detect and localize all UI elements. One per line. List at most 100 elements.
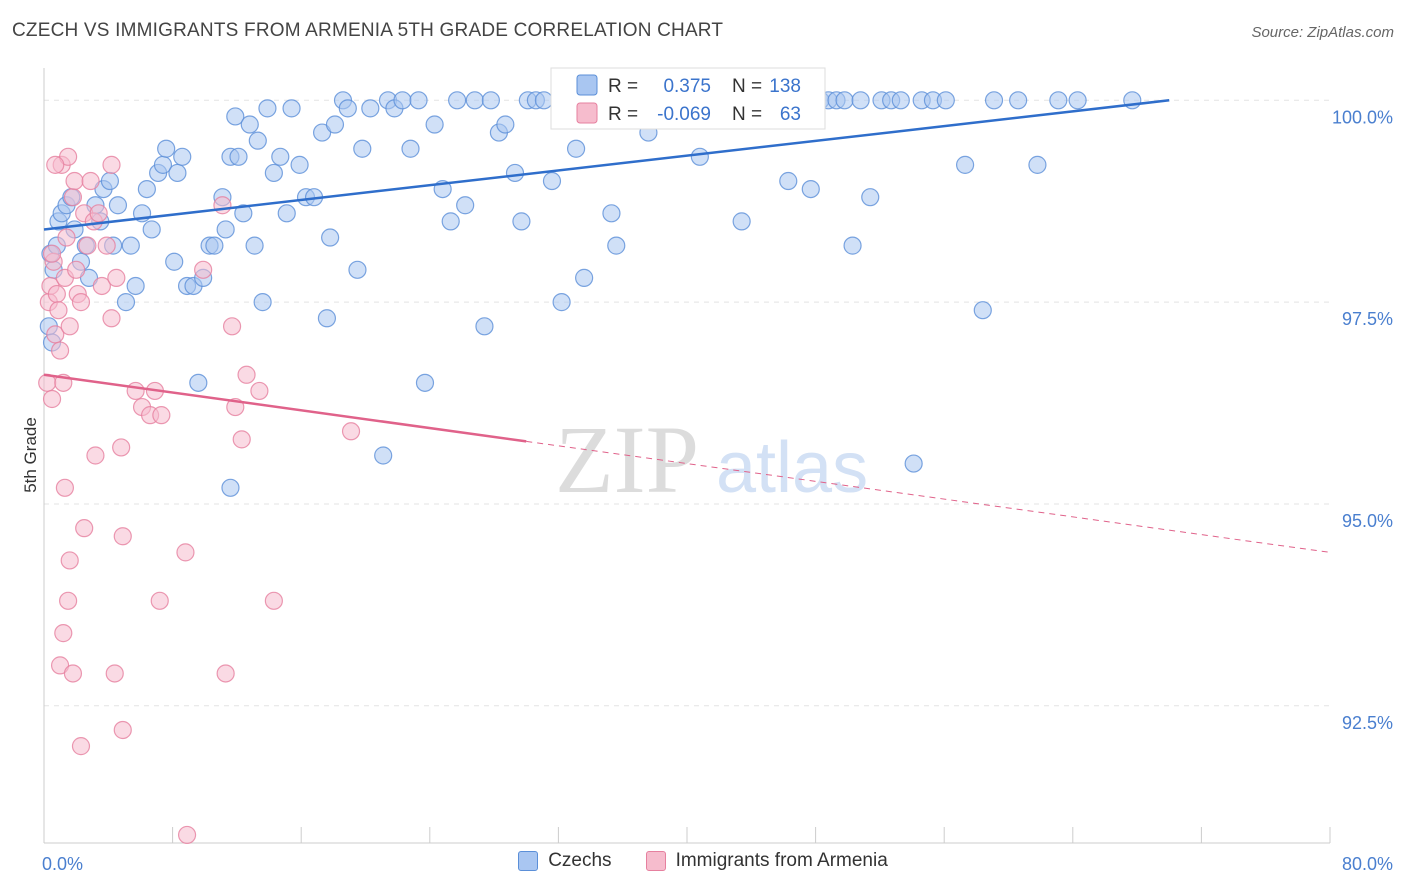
trend-line-armenia-dashed (526, 440, 1331, 553)
point-czech-76 (475, 317, 494, 336)
point-armenia-54 (237, 365, 256, 384)
point-armenia-56 (250, 381, 269, 401)
point-czech-135 (1028, 155, 1047, 174)
point-armenia-26 (97, 236, 116, 255)
legend-label-czechs: Czechs (548, 850, 612, 871)
watermark-zip: ZIP (555, 406, 699, 513)
point-armenia-61 (46, 155, 65, 174)
point-czech-46 (258, 99, 277, 118)
point-czech-50 (282, 99, 301, 118)
point-czech-84 (534, 91, 554, 110)
point-czech-122 (851, 91, 870, 110)
axes (43, 68, 1331, 844)
stats-czech-n-value: 138 (769, 76, 801, 97)
point-czech-26 (157, 139, 176, 158)
point-czech-62 (361, 99, 380, 118)
point-armenia-8 (50, 341, 70, 360)
point-czech-86 (552, 293, 571, 312)
point-czech-132 (973, 301, 992, 320)
data-points (38, 91, 1142, 845)
point-armenia-51 (264, 591, 283, 610)
point-czech-61 (353, 139, 372, 158)
point-armenia-49 (176, 543, 195, 562)
point-czech-133 (984, 91, 1004, 110)
point-armenia-37 (86, 446, 105, 465)
point-armenia-55 (232, 430, 251, 449)
point-czech-69 (415, 373, 435, 392)
point-czech-41 (234, 204, 253, 223)
trend-lines (43, 99, 1331, 553)
point-czech-23 (142, 220, 161, 239)
y-tick-labels: 100.0% 97.5% 95.0% 92.5% (1332, 107, 1393, 732)
point-armenia-46 (113, 720, 132, 740)
point-armenia-50 (216, 664, 235, 683)
point-czech-113 (779, 171, 798, 191)
point-czech-28 (168, 163, 187, 183)
point-czech-121 (843, 236, 862, 255)
point-czech-126 (891, 91, 910, 110)
point-armenia-3 (42, 389, 62, 409)
legend: Czechs Immigrants from Armenia (0, 850, 1406, 872)
point-czech-27 (165, 252, 184, 271)
point-armenia-25 (92, 276, 111, 296)
point-czech-88 (566, 139, 586, 158)
point-armenia-12 (57, 228, 76, 247)
legend-item-czechs: Czechs (518, 850, 612, 872)
point-armenia-7 (49, 301, 68, 320)
point-czech-137 (1068, 91, 1087, 110)
y-tick-label-1: 97.5% (1342, 309, 1393, 329)
point-czech-55 (317, 309, 337, 328)
point-czech-22 (137, 179, 156, 199)
point-czech-60 (348, 260, 367, 279)
point-czech-74 (456, 196, 475, 215)
point-czech-19 (121, 236, 140, 255)
point-armenia-6 (47, 284, 66, 304)
point-armenia-17 (67, 260, 86, 279)
stats-armenia-r-value: -0.069 (657, 104, 711, 125)
point-czech-131 (955, 155, 975, 174)
point-armenia-39 (113, 527, 132, 546)
point-czech-18 (116, 293, 136, 312)
point-armenia-15 (63, 188, 83, 207)
point-armenia-43 (63, 664, 83, 683)
point-czech-127 (904, 454, 923, 473)
point-czech-17 (108, 196, 128, 215)
point-armenia-42 (50, 656, 70, 675)
trend-line-armenia-solid (43, 373, 527, 443)
point-czech-93 (607, 236, 626, 255)
point-czech-85 (542, 171, 562, 191)
legend-swatch-armenia (645, 851, 666, 871)
point-armenia-13 (59, 147, 78, 166)
point-czech-45 (253, 293, 272, 312)
stats-czech-n-label: N = (732, 76, 762, 97)
point-armenia-38 (112, 438, 131, 457)
point-czech-89 (575, 268, 594, 287)
point-armenia-34 (55, 478, 74, 497)
watermark-atlas: atlas (716, 428, 868, 508)
point-czech-15 (100, 171, 120, 191)
point-czech-32 (189, 373, 208, 392)
stats-armenia-r-label: R = (608, 104, 638, 125)
point-czech-116 (801, 179, 820, 199)
point-czech-20 (126, 276, 145, 296)
point-czech-49 (277, 204, 296, 223)
point-armenia-28 (107, 268, 126, 287)
stats-armenia-n-label: N = (732, 104, 762, 125)
point-armenia-45 (71, 737, 91, 756)
point-czech-56 (321, 228, 340, 247)
point-czech-48 (271, 147, 290, 166)
point-armenia-24 (89, 204, 108, 223)
point-czech-54 (312, 123, 332, 142)
trend-line-czechs (43, 99, 1170, 231)
chart-title: CZECH VS IMMIGRANTS FROM ARMENIA 5TH GRA… (12, 20, 724, 41)
stats-box: R = 0.375 N = 138 R = -0.069 N = 63 (550, 67, 826, 130)
point-armenia-33 (152, 406, 171, 425)
point-czech-35 (205, 236, 224, 255)
point-armenia-14 (60, 317, 79, 336)
point-czech-29 (173, 147, 192, 166)
point-czech-73 (448, 91, 467, 110)
point-czech-120 (835, 91, 854, 110)
stats-armenia-n-value: 63 (780, 104, 801, 125)
point-czech-44 (248, 131, 267, 150)
